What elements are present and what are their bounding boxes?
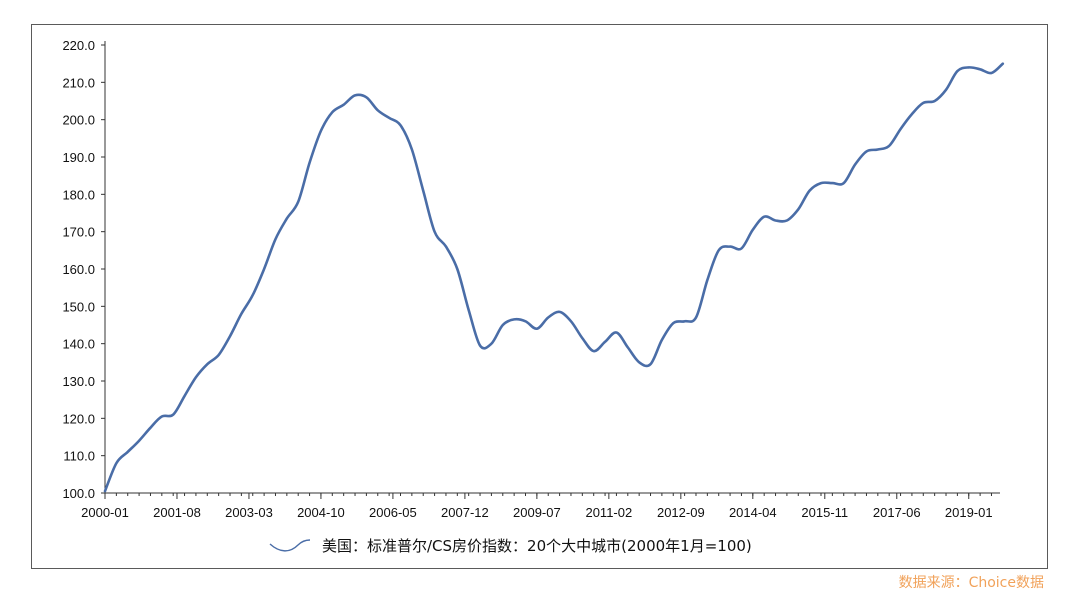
y-tick-label: 140.0 — [62, 337, 95, 352]
y-tick-label: 160.0 — [62, 262, 95, 277]
y-tick-label: 220.0 — [62, 38, 95, 53]
y-tick-label: 190.0 — [62, 150, 95, 165]
x-tick-label: 2000-01 — [81, 505, 129, 520]
x-tick-label: 2012-09 — [657, 505, 705, 520]
x-tick-label: 2007-12 — [441, 505, 489, 520]
y-tick-label: 150.0 — [62, 299, 95, 314]
series-line — [103, 62, 1005, 493]
y-tick-label: 120.0 — [62, 411, 95, 426]
y-tick-label: 170.0 — [62, 225, 95, 240]
y-tick-label: 210.0 — [62, 75, 95, 90]
x-tick-label: 2001-08 — [153, 505, 201, 520]
y-tick-label: 200.0 — [62, 113, 95, 128]
chart-frame: 100.0 110.0 120.0 130.0 140.0 150.0 160.0 170.0… — [31, 24, 1048, 569]
x-tick-label: 2011-02 — [585, 505, 632, 520]
x-tick-label: 2017-06 — [873, 505, 921, 520]
y-tick-label: 110.0 — [63, 449, 95, 464]
source-note: 数据来源：Choice数据 — [898, 575, 1044, 591]
x-tick-label: 2004-10 — [297, 505, 345, 520]
y-tick-label: 180.0 — [62, 187, 95, 202]
x-tick-label: 2009-07 — [513, 505, 561, 520]
x-tick-label: 2006-05 — [369, 505, 417, 520]
legend-label: 美国：标准普尔/CS房价指数：20个大中城市(2000年1月=100) — [322, 537, 752, 555]
line-chart: 100.0 110.0 120.0 130.0 140.0 150.0 160.0 170.0… — [62, 38, 1005, 555]
x-tick-label: 2015-11 — [801, 505, 848, 520]
x-tick-label: 2014-04 — [729, 505, 777, 520]
x-tick-label: 2003-03 — [225, 505, 273, 520]
y-tick-label: 100.0 — [62, 486, 95, 501]
y-tick-label: 130.0 — [62, 374, 95, 389]
legend-line-icon — [269, 539, 311, 552]
x-tick-label: 2019-01 — [945, 505, 993, 520]
